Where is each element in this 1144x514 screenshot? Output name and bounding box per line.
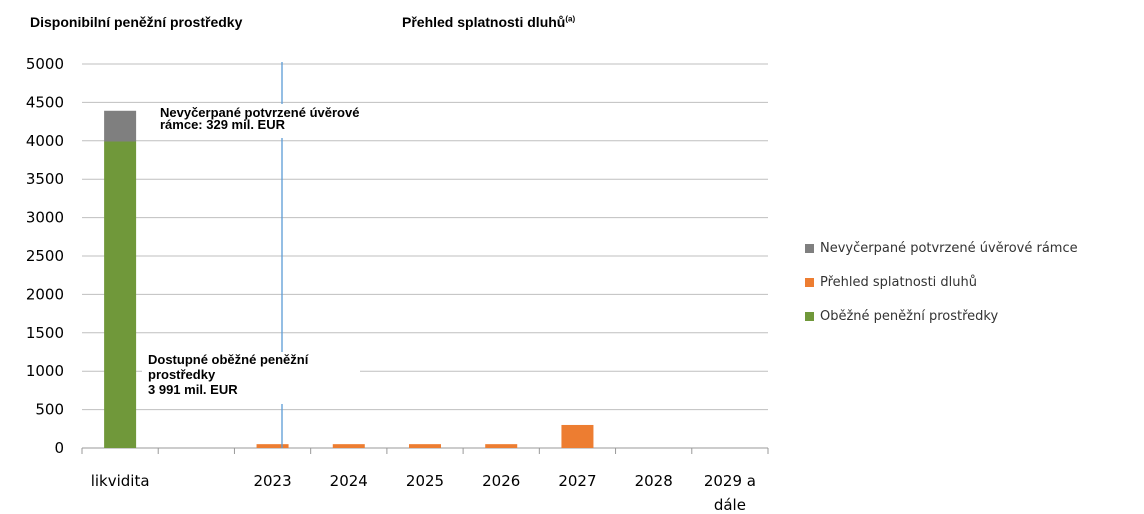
x-category-label: 2027: [558, 472, 596, 490]
legend-swatch: [805, 244, 814, 253]
legend-label: Přehled splatnosti dluhů: [820, 275, 977, 290]
annotation-background: [142, 352, 360, 404]
bar-debt-maturity: [409, 444, 441, 448]
chart-heading-left: Disponibilní peněžní prostředky: [30, 14, 243, 30]
annotation-credit-lines: Nevyčerpané potvrzené úvěrové: [160, 105, 359, 120]
y-tick-label: 2500: [26, 247, 64, 265]
legend-item: Oběžné peněžní prostředky: [805, 308, 1078, 325]
legend-item: Nevyčerpané potvrzené úvěrové rámce: [805, 240, 1078, 257]
y-tick-label: 4000: [26, 132, 64, 150]
x-category-label: 2025: [406, 472, 444, 490]
legend-swatch: [805, 312, 814, 321]
x-category-label: likvidita: [91, 472, 150, 490]
x-category-label: 2029 a: [704, 472, 756, 490]
legend-label: Oběžné peněžní prostředky: [820, 309, 999, 324]
y-tick-label: 3000: [26, 209, 64, 227]
y-tick-label: 1000: [26, 362, 64, 380]
bar-debt-maturity: [332, 444, 365, 448]
legend-swatch: [805, 278, 814, 287]
annotation-cash: 3 991 mil. EUR: [148, 382, 238, 397]
y-tick-label: 3500: [26, 170, 64, 188]
y-tick-label: 5000: [26, 55, 64, 73]
annotation-credit-lines: rámce: 329 mil. EUR: [160, 117, 286, 132]
annotation-cash: prostředky: [148, 367, 216, 382]
y-tick-label: 2000: [26, 285, 64, 303]
y-tick-label: 4500: [26, 93, 64, 111]
y-tick-label: 0: [54, 439, 64, 457]
annotation-background: [154, 104, 410, 138]
y-tick-label: 500: [35, 401, 64, 419]
chart-legend: Nevyčerpané potvrzené úvěrové rámce Přehl…: [805, 240, 1078, 342]
x-category-label: 2028: [635, 472, 673, 490]
legend-item: Přehled splatnosti dluhů: [805, 274, 1078, 291]
y-tick-label: 1500: [26, 324, 64, 342]
chart-heading-right-text: Přehled splatnosti dluhů: [402, 14, 566, 30]
legend-label: Nevyčerpané potvrzené úvěrové rámce: [820, 241, 1078, 256]
bar-debt-maturity: [561, 424, 594, 448]
chart-heading-right: Přehled splatnosti dluhů(a): [402, 14, 575, 30]
bar-debt-maturity: [485, 444, 518, 448]
chart-heading-footnote-mark: (a): [565, 14, 576, 24]
bar-debt-maturity: [256, 444, 289, 448]
x-category-label: 2026: [482, 472, 520, 490]
x-category-label: dále: [714, 496, 746, 514]
x-category-label: 2024: [330, 472, 368, 490]
x-category-label: 2023: [253, 472, 291, 490]
annotation-cash: Dostupné oběžné peněžní: [148, 352, 309, 367]
bar-cash: [104, 141, 137, 448]
bar-credit-lines: [104, 110, 137, 142]
